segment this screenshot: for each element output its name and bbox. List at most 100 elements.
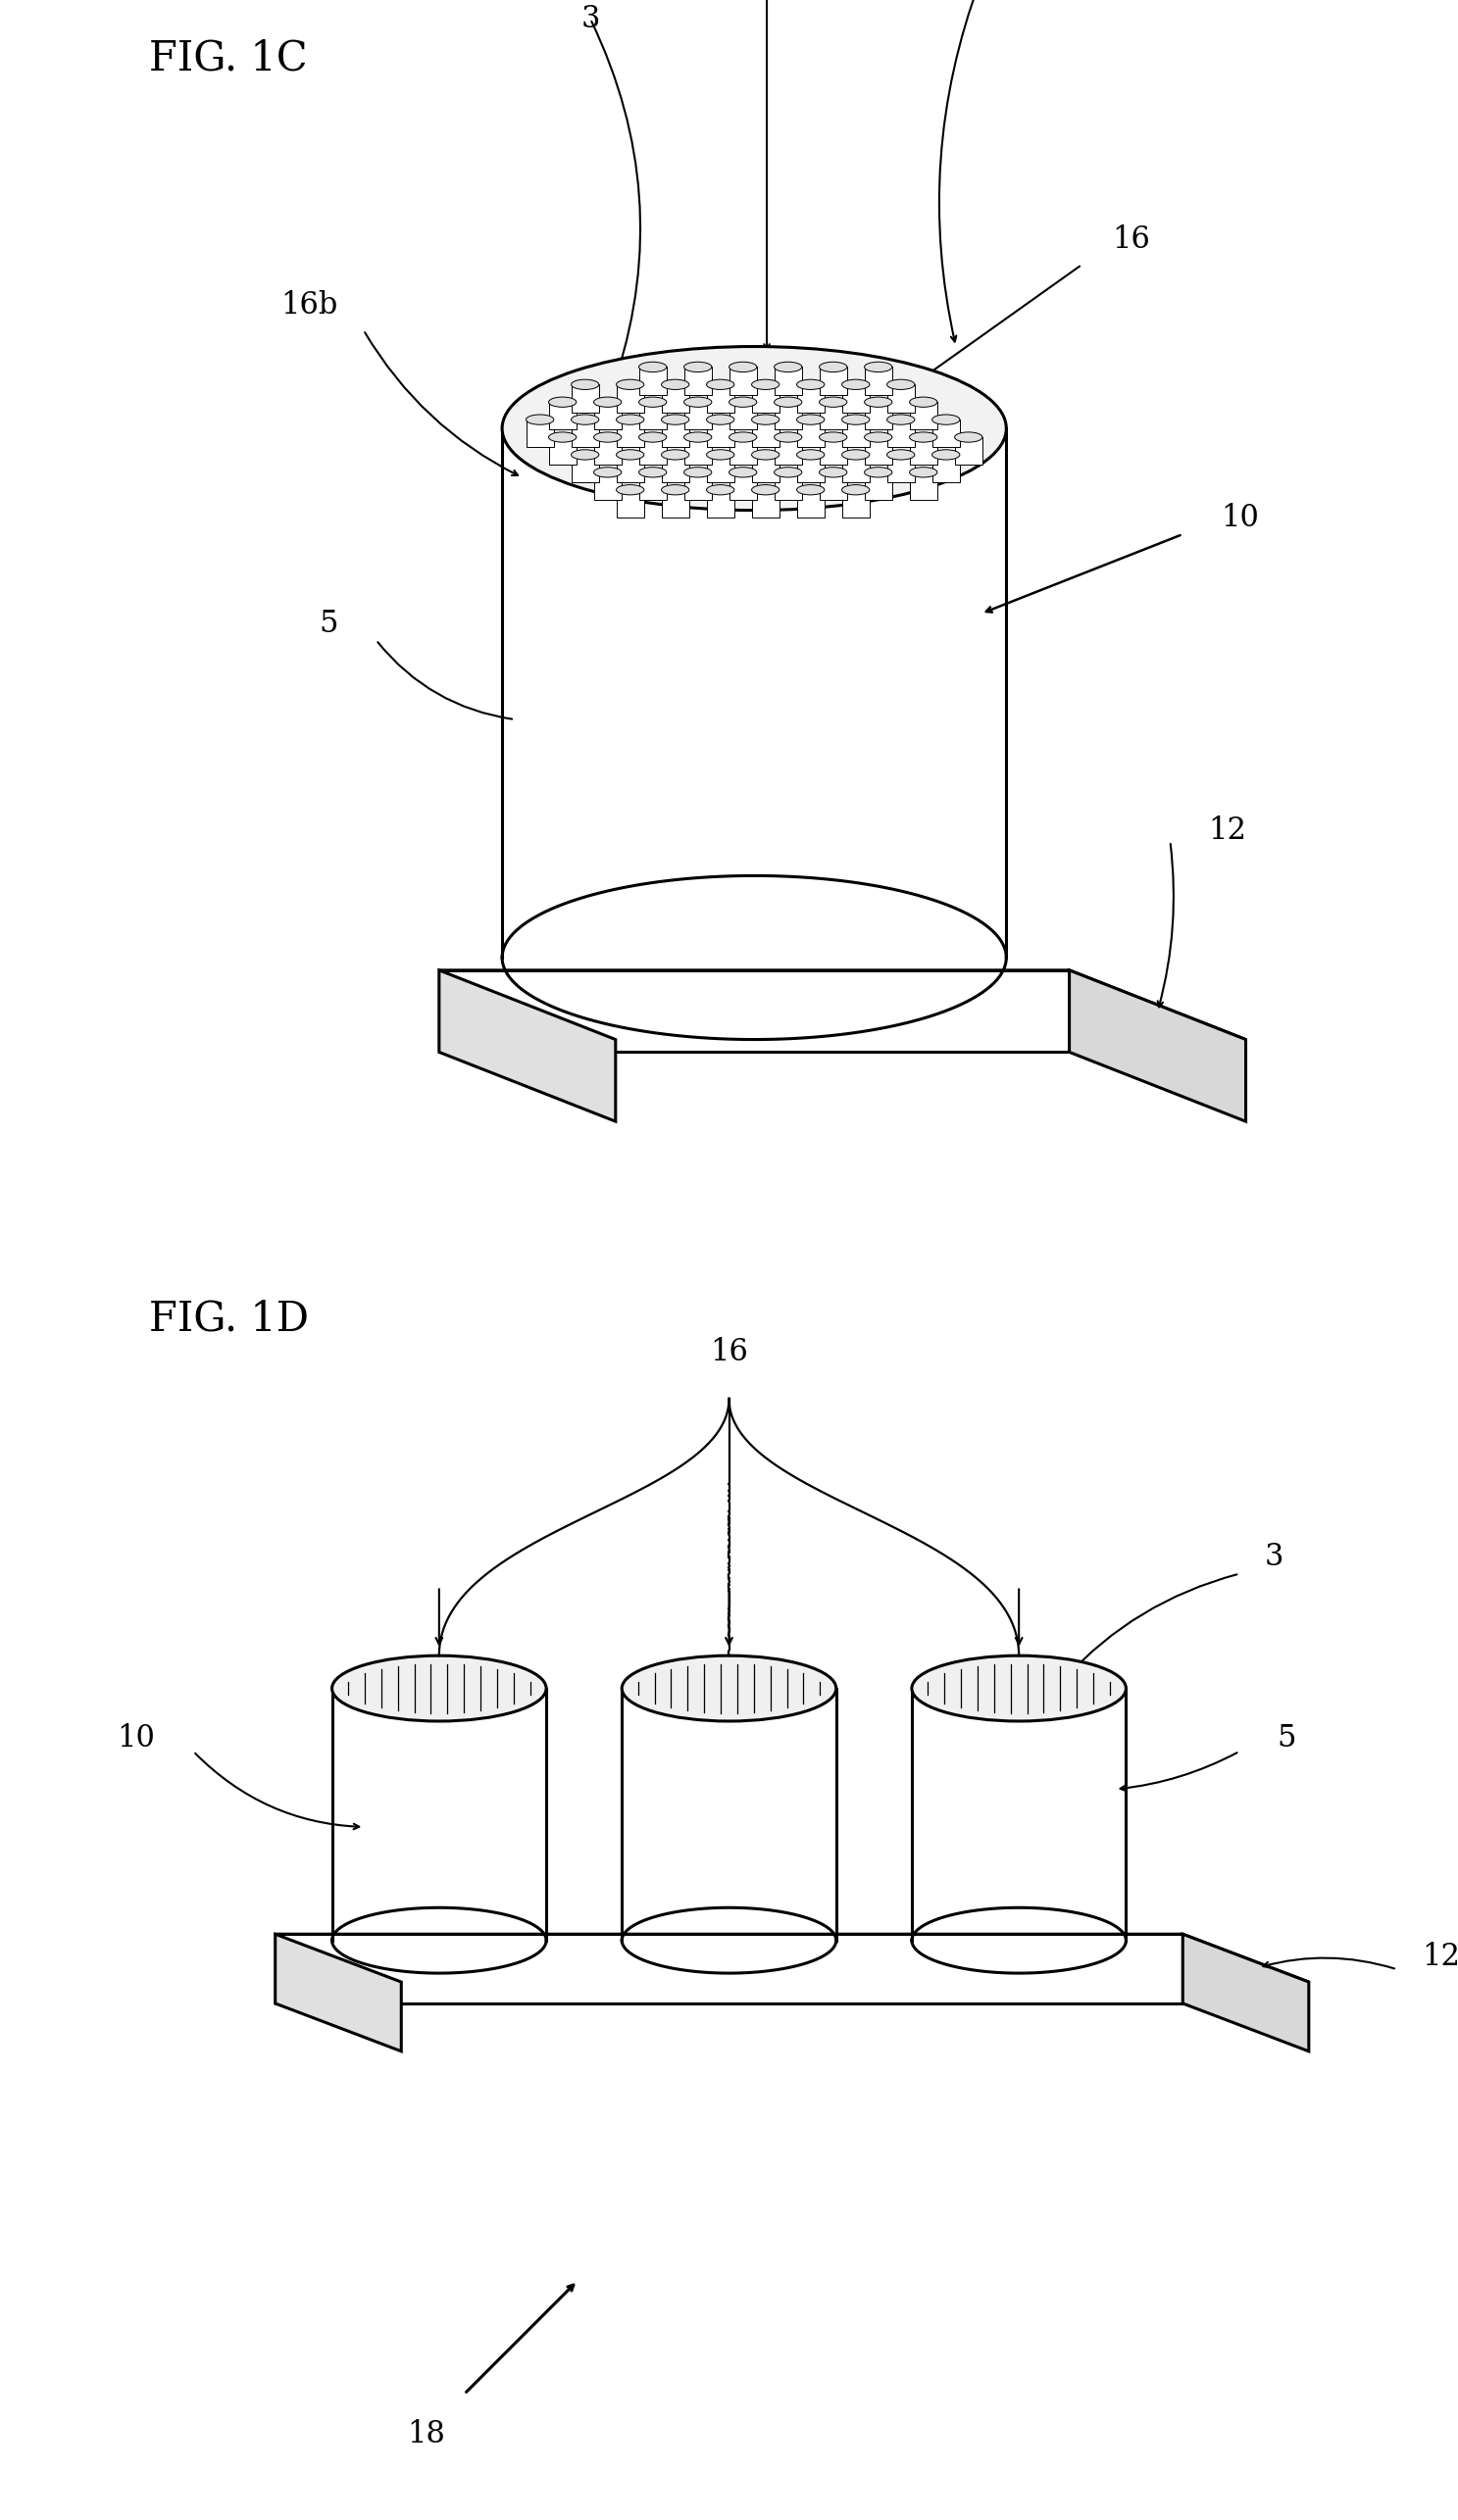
Ellipse shape — [548, 431, 576, 441]
Ellipse shape — [819, 398, 847, 408]
Polygon shape — [662, 421, 690, 449]
Polygon shape — [662, 489, 690, 517]
Text: 10: 10 — [1220, 504, 1258, 534]
Polygon shape — [886, 454, 914, 481]
Ellipse shape — [639, 466, 666, 476]
Ellipse shape — [819, 466, 847, 476]
Ellipse shape — [865, 363, 892, 373]
Polygon shape — [1182, 1935, 1309, 2051]
Text: 16: 16 — [710, 1336, 748, 1366]
Ellipse shape — [752, 381, 780, 391]
Ellipse shape — [572, 449, 599, 459]
Polygon shape — [910, 471, 937, 499]
Ellipse shape — [910, 466, 937, 476]
Polygon shape — [526, 421, 554, 449]
Ellipse shape — [841, 416, 869, 426]
Ellipse shape — [593, 431, 621, 441]
Polygon shape — [439, 970, 615, 1121]
Ellipse shape — [617, 381, 644, 391]
Polygon shape — [932, 421, 959, 449]
Polygon shape — [1069, 970, 1245, 1121]
Text: 12: 12 — [1209, 816, 1247, 847]
Text: 3: 3 — [1264, 1542, 1284, 1572]
Ellipse shape — [841, 484, 869, 494]
Polygon shape — [819, 403, 847, 431]
Polygon shape — [841, 421, 869, 449]
Text: 5: 5 — [319, 610, 338, 640]
Ellipse shape — [707, 449, 735, 459]
Ellipse shape — [684, 363, 712, 373]
Polygon shape — [910, 403, 937, 431]
Polygon shape — [639, 368, 666, 396]
Polygon shape — [639, 471, 666, 499]
Polygon shape — [774, 436, 802, 464]
Polygon shape — [796, 386, 824, 413]
Ellipse shape — [662, 449, 690, 459]
Ellipse shape — [729, 431, 757, 441]
Polygon shape — [729, 436, 757, 464]
Text: 16: 16 — [1112, 224, 1150, 255]
Polygon shape — [593, 436, 621, 464]
Polygon shape — [548, 403, 576, 431]
Polygon shape — [548, 436, 576, 464]
Ellipse shape — [774, 363, 802, 373]
Ellipse shape — [796, 484, 824, 494]
Polygon shape — [707, 386, 735, 413]
Ellipse shape — [684, 398, 712, 408]
Ellipse shape — [707, 381, 735, 391]
Ellipse shape — [707, 416, 735, 426]
Ellipse shape — [502, 345, 1006, 509]
Polygon shape — [729, 471, 757, 499]
Polygon shape — [639, 436, 666, 464]
Ellipse shape — [819, 431, 847, 441]
Polygon shape — [796, 454, 824, 481]
Ellipse shape — [572, 416, 599, 426]
Ellipse shape — [639, 431, 666, 441]
Polygon shape — [617, 421, 644, 449]
Ellipse shape — [910, 431, 937, 441]
Ellipse shape — [796, 416, 824, 426]
Polygon shape — [886, 386, 914, 413]
Ellipse shape — [819, 363, 847, 373]
Polygon shape — [572, 421, 599, 449]
Polygon shape — [796, 421, 824, 449]
Ellipse shape — [886, 449, 914, 459]
Ellipse shape — [662, 381, 690, 391]
Text: FIG. 1D: FIG. 1D — [149, 1298, 309, 1338]
Polygon shape — [662, 454, 690, 481]
Polygon shape — [886, 421, 914, 449]
Polygon shape — [819, 368, 847, 396]
Polygon shape — [684, 368, 712, 396]
Ellipse shape — [911, 1656, 1126, 1721]
Ellipse shape — [593, 398, 621, 408]
Polygon shape — [617, 489, 644, 517]
Polygon shape — [729, 368, 757, 396]
Ellipse shape — [662, 416, 690, 426]
Polygon shape — [752, 386, 780, 413]
Ellipse shape — [886, 416, 914, 426]
Ellipse shape — [886, 381, 914, 391]
Text: 12: 12 — [1422, 1940, 1458, 1973]
Polygon shape — [841, 454, 869, 481]
Polygon shape — [276, 1935, 401, 2051]
Ellipse shape — [617, 449, 644, 459]
Ellipse shape — [729, 363, 757, 373]
Polygon shape — [796, 489, 824, 517]
Ellipse shape — [639, 398, 666, 408]
Ellipse shape — [774, 431, 802, 441]
Polygon shape — [684, 403, 712, 431]
Ellipse shape — [332, 1656, 547, 1721]
Polygon shape — [439, 970, 1245, 1038]
Text: 10: 10 — [118, 1724, 156, 1754]
Ellipse shape — [707, 484, 735, 494]
Ellipse shape — [841, 449, 869, 459]
Polygon shape — [841, 489, 869, 517]
Polygon shape — [276, 1935, 1182, 2003]
Ellipse shape — [617, 484, 644, 494]
Ellipse shape — [623, 1656, 835, 1721]
Polygon shape — [774, 471, 802, 499]
Polygon shape — [593, 403, 621, 431]
Polygon shape — [910, 436, 937, 464]
Ellipse shape — [617, 416, 644, 426]
Polygon shape — [439, 970, 1069, 1053]
